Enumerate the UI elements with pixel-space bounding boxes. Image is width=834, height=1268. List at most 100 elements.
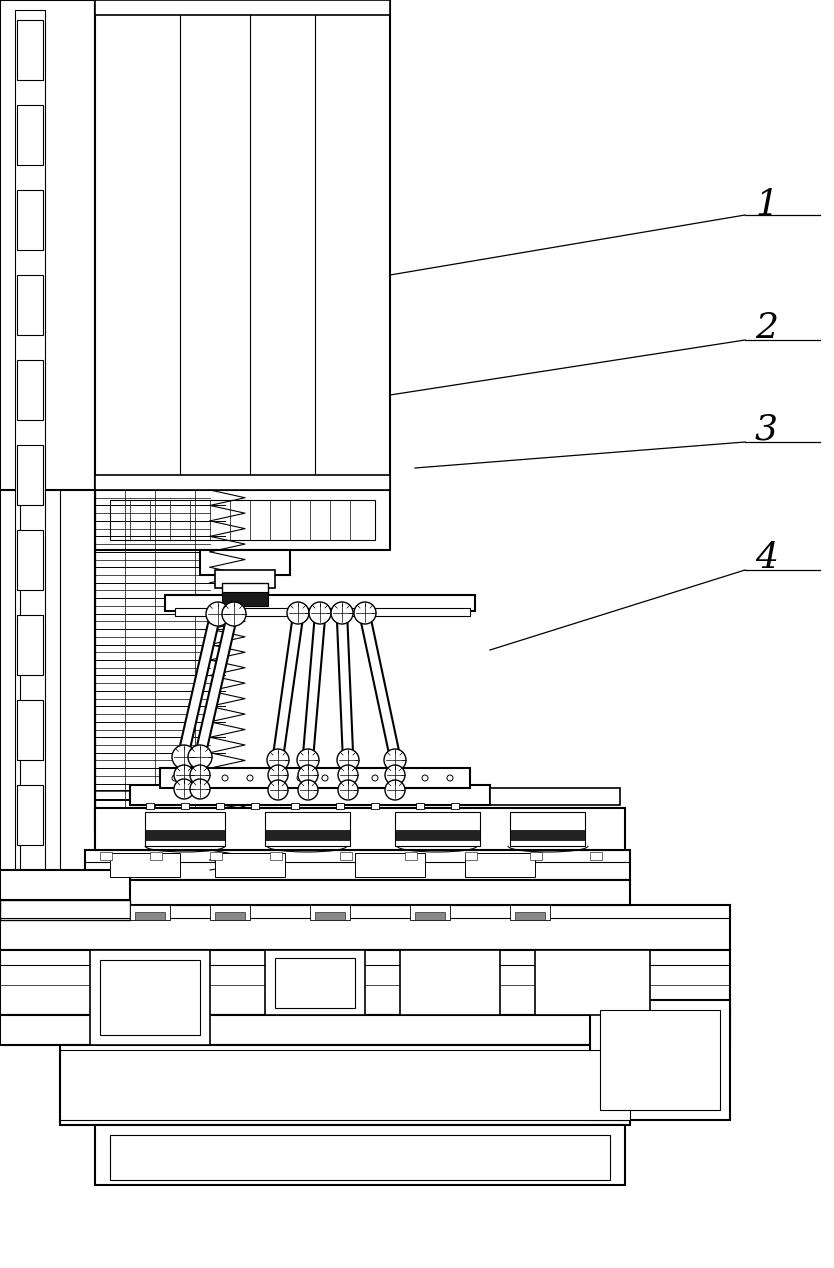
Text: 4: 4 (755, 541, 778, 574)
Circle shape (422, 775, 428, 781)
Bar (465, 853, 535, 877)
Bar (95, 808, 625, 850)
Bar (340, 852, 352, 860)
Bar (85, 880, 630, 905)
Bar (150, 852, 162, 860)
Bar (17, 275, 43, 335)
Bar (265, 812, 350, 846)
Bar (415, 912, 445, 921)
Bar (95, 0, 390, 15)
Circle shape (287, 602, 309, 624)
Bar (135, 912, 165, 921)
Bar (395, 831, 480, 839)
Bar (291, 803, 299, 809)
Bar (17, 785, 43, 844)
Bar (95, 1125, 625, 1186)
Circle shape (354, 602, 376, 624)
Bar (270, 852, 282, 860)
Bar (15, 10, 45, 880)
Circle shape (298, 765, 318, 785)
Circle shape (172, 746, 196, 768)
Bar (17, 700, 43, 760)
Bar (90, 950, 210, 1045)
Bar (165, 595, 475, 611)
Circle shape (267, 749, 289, 771)
Bar (85, 850, 630, 880)
Circle shape (272, 775, 278, 781)
Bar (110, 1135, 610, 1181)
Bar (315, 912, 345, 921)
Bar (490, 787, 620, 805)
Circle shape (190, 765, 210, 785)
Bar (600, 1011, 720, 1110)
Bar (405, 852, 417, 860)
Circle shape (268, 765, 288, 785)
Bar (130, 905, 170, 921)
Bar (17, 190, 43, 250)
Bar (251, 803, 259, 809)
Bar (17, 20, 43, 80)
Bar (0, 489, 95, 990)
Bar (265, 831, 350, 839)
Text: 2: 2 (755, 311, 778, 345)
Bar (465, 852, 477, 860)
Bar (0, 905, 730, 950)
Bar (181, 803, 189, 809)
Bar (0, 900, 130, 921)
Bar (95, 0, 390, 489)
Circle shape (297, 749, 319, 771)
Circle shape (197, 775, 203, 781)
Bar (590, 1000, 730, 1120)
Circle shape (222, 602, 246, 626)
Bar (395, 812, 480, 846)
Circle shape (247, 775, 253, 781)
Bar (17, 445, 43, 505)
Bar (95, 476, 390, 489)
Bar (17, 530, 43, 590)
Bar (146, 803, 154, 809)
Circle shape (384, 749, 406, 771)
Bar (451, 803, 459, 809)
Bar (265, 950, 365, 1014)
Bar (0, 870, 130, 900)
Circle shape (337, 749, 359, 771)
Circle shape (222, 775, 228, 781)
Bar (310, 905, 350, 921)
Circle shape (385, 765, 405, 785)
Bar (100, 960, 200, 1035)
Circle shape (447, 775, 453, 781)
Text: 1: 1 (755, 188, 778, 222)
Bar (110, 853, 180, 877)
Bar (0, 950, 730, 1014)
Bar (130, 785, 490, 805)
Bar (215, 912, 245, 921)
Bar (510, 831, 585, 839)
Circle shape (206, 602, 230, 626)
Bar (400, 950, 500, 1014)
Bar (530, 852, 542, 860)
Circle shape (309, 602, 331, 624)
Bar (336, 803, 344, 809)
Circle shape (174, 779, 194, 799)
Bar (200, 550, 290, 574)
Bar (216, 803, 224, 809)
Bar (100, 852, 112, 860)
Circle shape (385, 780, 405, 800)
Bar (510, 905, 550, 921)
Bar (175, 607, 470, 616)
Circle shape (268, 780, 288, 800)
Bar (416, 803, 424, 809)
Bar (215, 853, 285, 877)
Bar (210, 852, 222, 860)
Circle shape (188, 746, 212, 768)
Bar (515, 912, 545, 921)
Circle shape (338, 780, 358, 800)
Bar (145, 812, 225, 846)
Bar (410, 905, 450, 921)
Bar (275, 959, 355, 1008)
Bar (510, 812, 585, 846)
Bar (0, 1014, 730, 1045)
Circle shape (190, 779, 210, 799)
Circle shape (298, 780, 318, 800)
Circle shape (338, 765, 358, 785)
